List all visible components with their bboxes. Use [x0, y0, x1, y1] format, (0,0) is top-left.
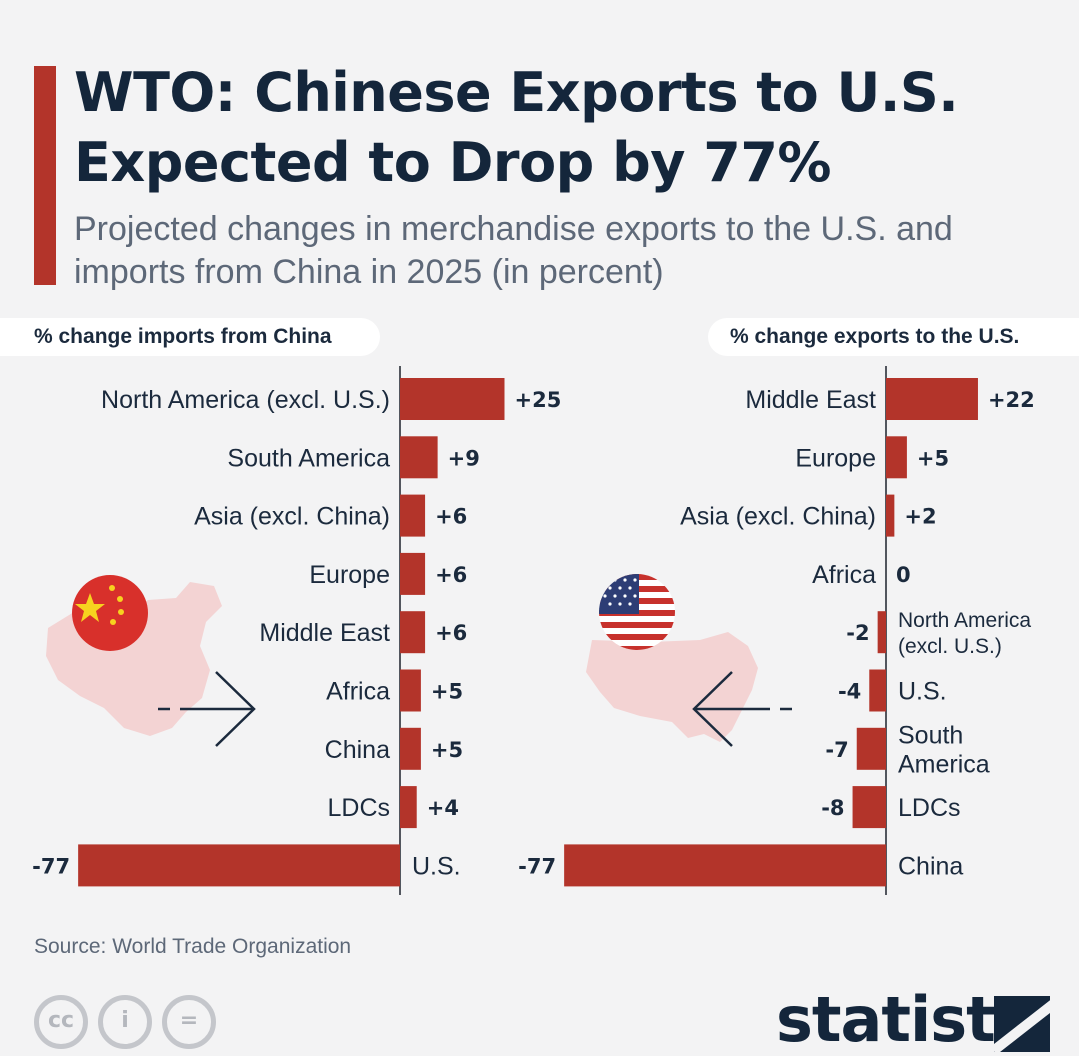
value-label-asia-excl-china: +6 [435, 505, 467, 529]
value-label-south-america: +9 [448, 446, 480, 470]
category-label-south-america: South America [227, 444, 390, 472]
bar-north-america-excl-u-s [400, 378, 505, 420]
no-derivatives-icon[interactable]: = [162, 995, 216, 1049]
bar-africa [400, 669, 421, 712]
bar-ldcs [400, 786, 417, 829]
china-flag-icon [72, 575, 148, 651]
bar-middle-east [400, 611, 426, 654]
bar-europe [400, 552, 426, 595]
page-subtitle: Projected changes in merchandise exports… [74, 210, 953, 291]
right-panel-header: % change exports to the U.S. [708, 318, 1079, 356]
us-flag-icon [599, 574, 675, 650]
bar-china [564, 844, 886, 887]
title-accent-bar [34, 66, 56, 285]
category-label-north-america-excl-u-s: North America (excl. U.S.) [101, 386, 390, 414]
value-label-ldcs: +4 [427, 796, 459, 820]
bar-u-s [78, 844, 400, 887]
category-label-europe: Europe [309, 561, 390, 589]
bar-ldcs [852, 786, 886, 829]
bar-europe [886, 436, 907, 479]
category-label-line: America [898, 750, 990, 778]
bar-middle-east [886, 378, 978, 420]
bar-south-america [400, 436, 438, 479]
bar-china [400, 727, 421, 770]
value-label-middle-east: +22 [988, 388, 1035, 412]
category-label-u-s: U.S. [412, 852, 461, 880]
value-label-europe: +6 [435, 563, 467, 587]
value-label-asia-excl-china: +2 [904, 505, 936, 529]
category-label-china: China [325, 736, 390, 764]
category-label-africa: Africa [812, 561, 876, 589]
bar-asia-excl-china [886, 494, 895, 537]
arrow-right-icon [158, 671, 256, 747]
category-label-asia-excl-china: Asia (excl. China) [194, 503, 390, 531]
category-label-south-america: South America [898, 721, 990, 778]
value-label-u-s: -4 [838, 680, 861, 704]
value-label-europe: +5 [917, 446, 949, 470]
bar-south-america [856, 727, 886, 770]
category-label-line: North America [898, 609, 1031, 632]
statista-logo-mark-icon [994, 996, 1050, 1052]
value-label-north-america-excl-u-s: -2 [846, 621, 869, 645]
category-label-u-s: U.S. [898, 678, 947, 706]
category-label-middle-east: Middle East [259, 619, 390, 647]
bar-u-s [869, 669, 886, 712]
imports-from-china-chart: +25 North America (excl. U.S.) +9 South Ame… [32, 366, 561, 895]
left-panel-header: % change imports from China [0, 318, 380, 356]
category-label-ldcs: LDCs [898, 794, 961, 822]
category-label-china: China [898, 852, 963, 880]
category-label-europe: Europe [795, 444, 876, 472]
category-label-line: (excl. U.S.) [898, 635, 1002, 658]
value-label-china: +5 [431, 738, 463, 762]
category-label-africa: Africa [326, 678, 390, 706]
category-label-north-america-excl-u-s: North America (excl. U.S.) [898, 609, 1031, 658]
value-label-africa: 0 [896, 563, 911, 587]
value-label-africa: +5 [431, 680, 463, 704]
value-label-u-s: -77 [32, 854, 70, 878]
creative-commons-icon[interactable]: cc [34, 995, 88, 1049]
exports-to-us-chart: +22 Middle East +5 Europe +2 Asia (excl. Chin… [518, 366, 1035, 895]
value-label-middle-east: +6 [435, 621, 467, 645]
attribution-icon[interactable]: i [98, 995, 152, 1049]
value-label-south-america: -7 [825, 738, 848, 762]
value-label-ldcs: -8 [821, 796, 844, 820]
category-label-line: South [898, 721, 963, 749]
page-title: WTO: Chinese Exports to U.S. Expected to… [74, 61, 959, 194]
value-label-north-america-excl-u-s: +25 [515, 388, 562, 412]
bar-north-america-excl-u-s [877, 611, 886, 654]
category-label-ldcs: LDCs [327, 794, 390, 822]
category-label-middle-east: Middle East [745, 386, 876, 414]
value-label-china: -77 [518, 854, 556, 878]
category-label-asia-excl-china: Asia (excl. China) [680, 503, 876, 531]
china-map-icon [46, 582, 222, 736]
bar-asia-excl-china [400, 494, 426, 537]
us-map-icon [586, 632, 758, 742]
source-note: Source: World Trade Organization [34, 935, 352, 958]
arrow-left-icon [692, 671, 792, 747]
